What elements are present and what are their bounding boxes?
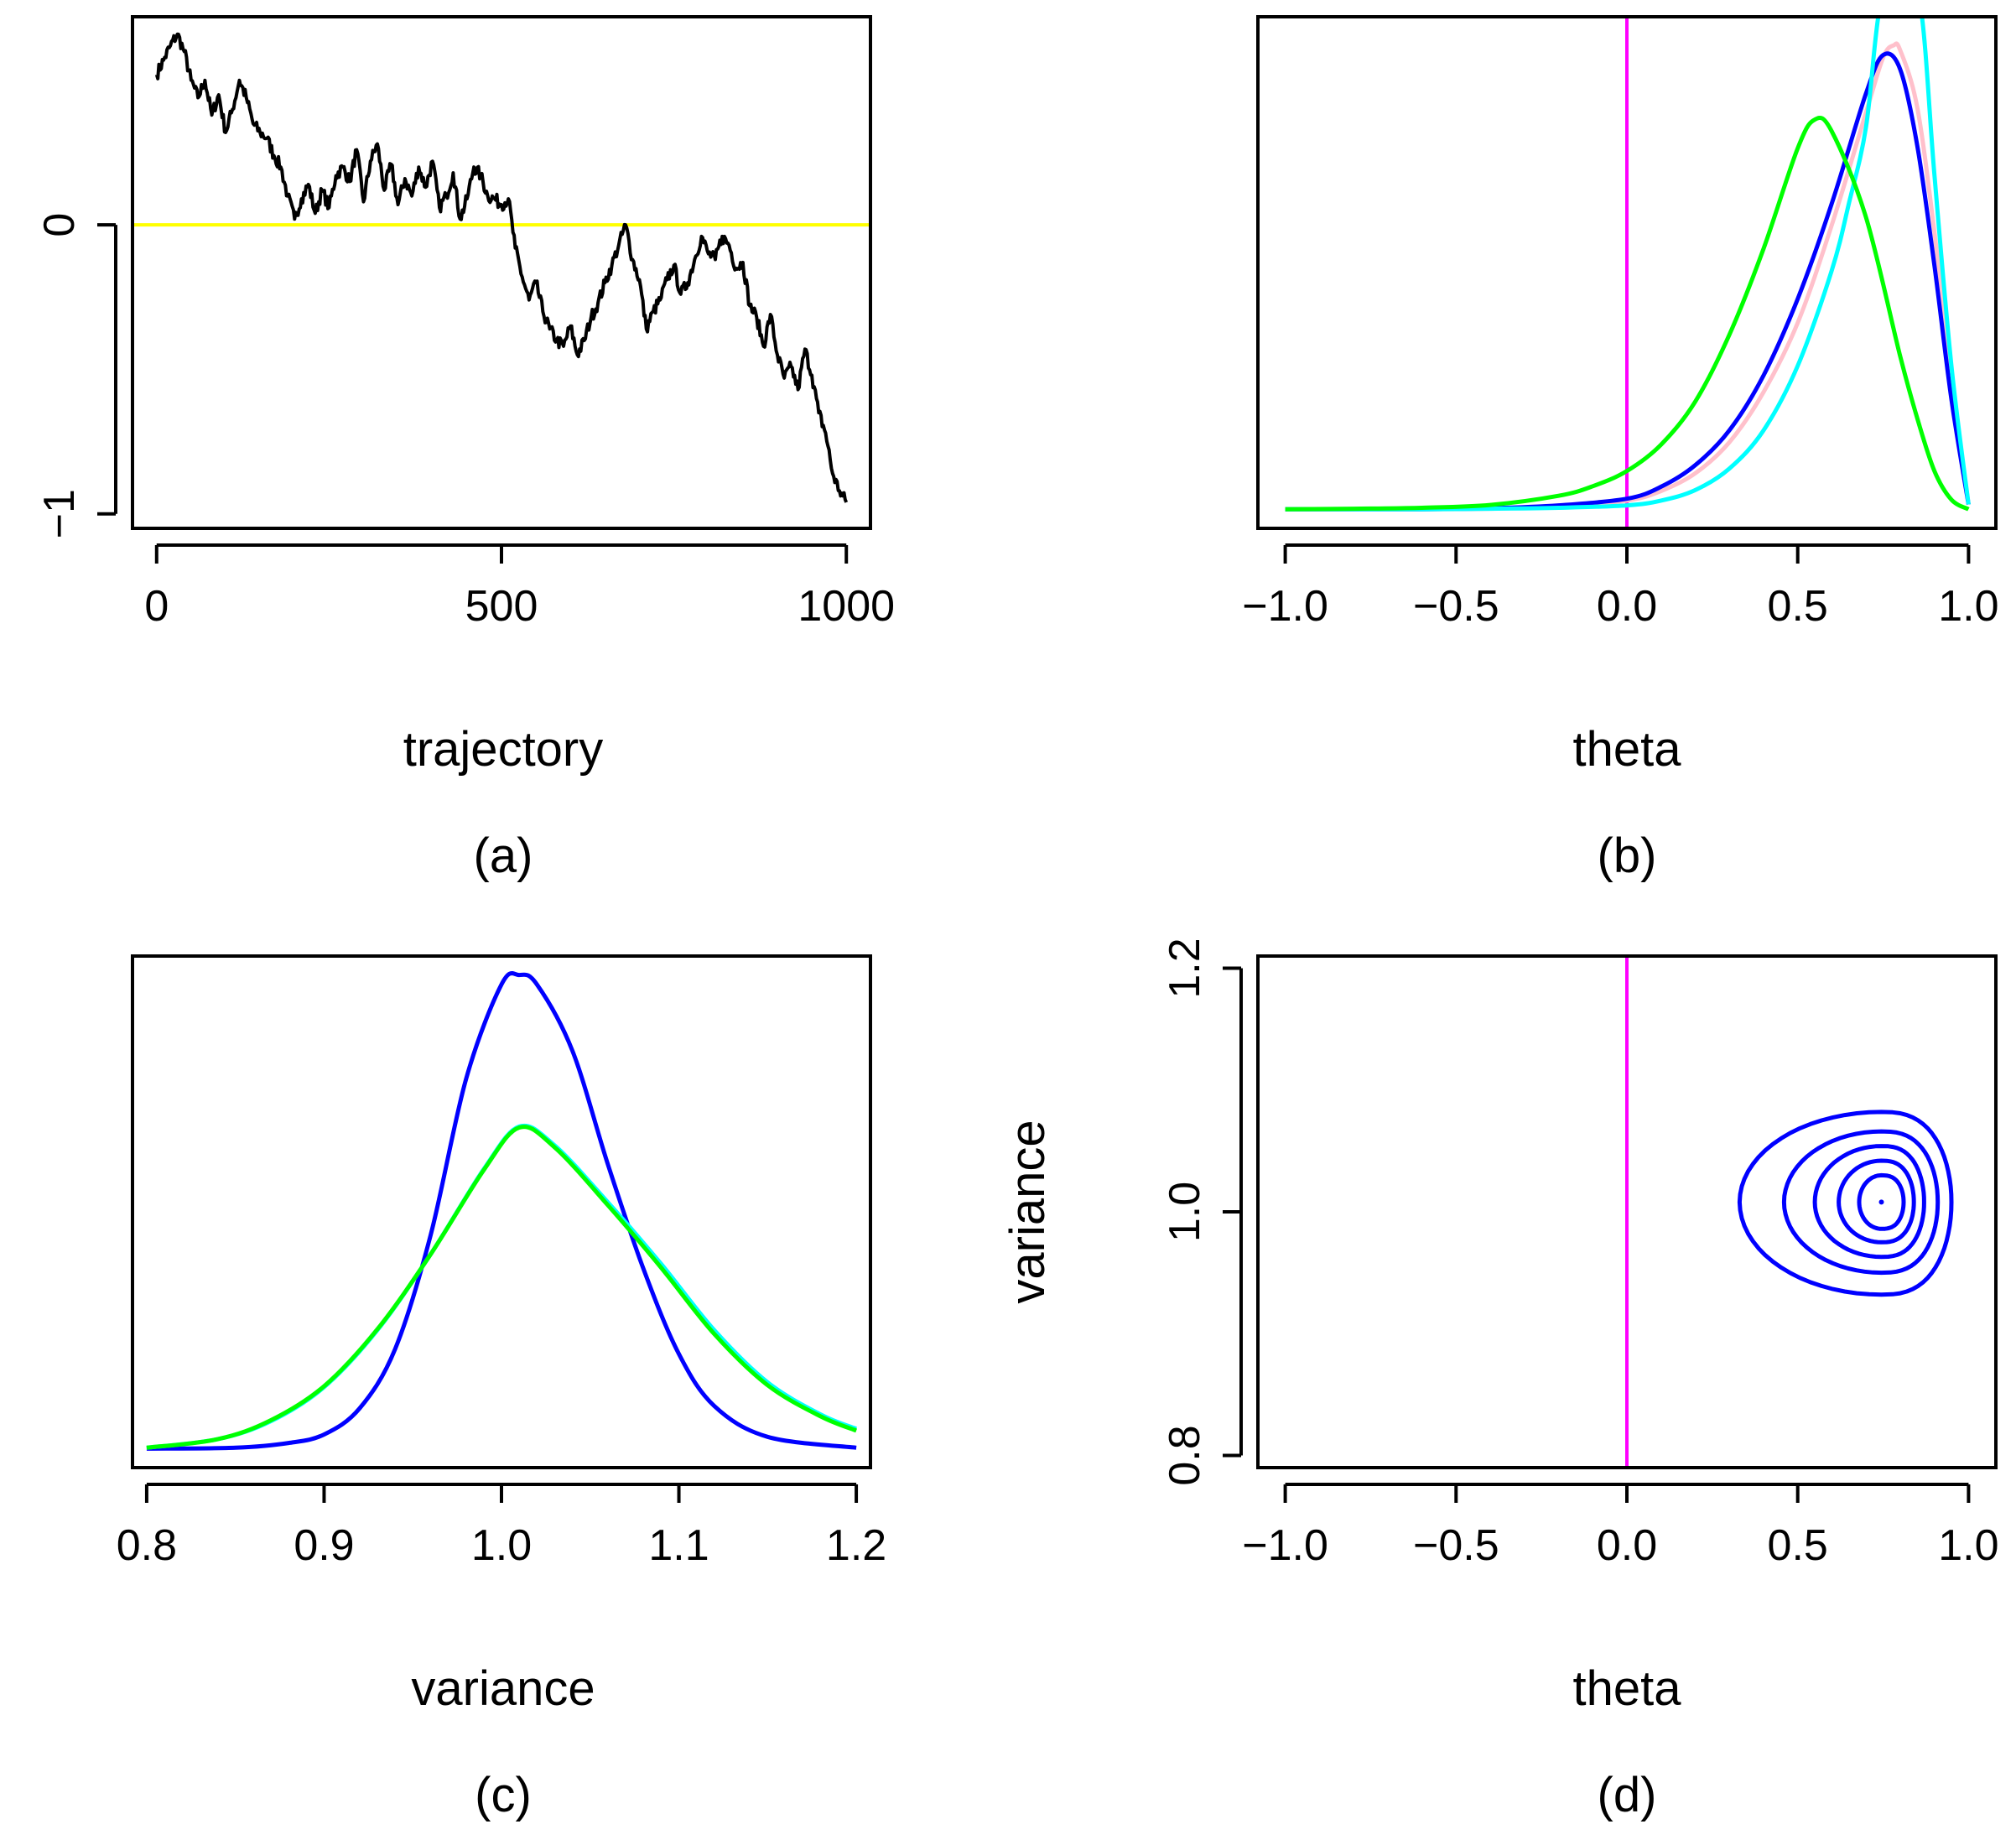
x-tick-label-c-1: 0.9 [294,1521,354,1570]
series-line-c-1 [146,1123,858,1450]
y-tick-label-a-0: −1 [35,489,84,538]
x-tick-label-a-0: 0 [144,582,169,631]
x-tick-label-d-3: 0.5 [1768,1521,1828,1570]
contour-d-2 [1812,1144,1926,1260]
x-axis-label-c: variance [411,1661,595,1716]
plot-frame-a [131,15,872,530]
contour-d-0 [1737,1110,1954,1297]
series-line-b-2 [1285,17,1971,512]
panel-caption-c: (c) [475,1768,532,1822]
x-tick-label-b-2: 0.0 [1597,582,1657,631]
x-axis-label-d: theta [1573,1661,1682,1716]
plot-a-marks: 0 500 1000 −1 0 [35,15,895,631]
x-tick-label-d-2: 0.0 [1597,1521,1657,1570]
y-tick-label-d-1: 1.0 [1161,1182,1209,1242]
y-tick-label-d-0: 0.8 [1161,1425,1209,1485]
contour-d-4 [1857,1172,1906,1231]
y-tick-label-d-2: 1.2 [1161,938,1209,998]
y-axis-label-d: variance [1000,1120,1055,1303]
data-layer-a [132,32,870,503]
x-tick-label-d-4: 1.0 [1938,1521,1998,1570]
contour-d-1 [1781,1129,1941,1276]
data-layer-c [146,971,858,1451]
plot-d-marks: −1.0 −0.5 0.0 0.5 1.0 0.8 1.0 1.2 [1161,938,1999,1570]
x-tick-label-b-1: −0.5 [1413,582,1499,631]
contour-center-d [1878,1199,1884,1205]
plot-b-marks: −1.0 −0.5 0.0 0.5 1.0 [1242,15,1999,631]
data-layer-b [1285,17,1971,528]
x-tick-label-b-4: 1.0 [1938,582,1998,631]
series-line-c-0 [146,971,857,1451]
x-tick-label-d-1: −0.5 [1413,1521,1499,1570]
panel-caption-a: (a) [474,829,533,883]
x-tick-label-d-0: −1.0 [1242,1521,1328,1570]
series-line-c-2 [146,1125,858,1450]
contour-d-3 [1837,1158,1916,1245]
plot-frame-c [131,954,872,1469]
x-tick-label-c-0: 0.8 [117,1521,177,1570]
data-layer-d [1625,956,1954,1468]
panel-caption-b: (b) [1598,829,1657,883]
x-tick-label-b-3: 0.5 [1768,582,1828,631]
panel-b: −1.0 −0.5 0.0 0.5 1.0 theta (b) [1242,15,1999,883]
panel-d: −1.0 −0.5 0.0 0.5 1.0 0.8 1.0 1.2 theta varianc… [1000,938,1999,1822]
panel-caption-d: (d) [1598,1768,1657,1822]
x-tick-label-b-0: −1.0 [1242,582,1328,631]
series-line-a-0 [154,32,849,503]
x-axis-label-b: theta [1573,722,1682,777]
x-tick-label-c-3: 1.1 [648,1521,709,1570]
panel-a: 0 500 1000 −1 0 trajectory (a) [35,15,895,883]
y-tick-label-a-1: 0 [35,213,84,237]
plot-frame-b [1256,15,1998,530]
x-tick-label-a-1: 500 [465,582,538,631]
x-axis-label-a: trajectory [403,722,604,777]
panel-c: 0.8 0.9 1.0 1.1 1.2 variance (c) [117,954,886,1822]
x-tick-label-c-2: 1.0 [471,1521,532,1570]
series-line-b-3 [1285,115,1970,512]
x-tick-label-a-2: 1000 [798,582,895,631]
plot-frame-d [1256,954,1998,1469]
plot-c-marks: 0.8 0.9 1.0 1.1 1.2 [117,954,886,1570]
x-tick-label-c-4: 1.2 [826,1521,886,1570]
